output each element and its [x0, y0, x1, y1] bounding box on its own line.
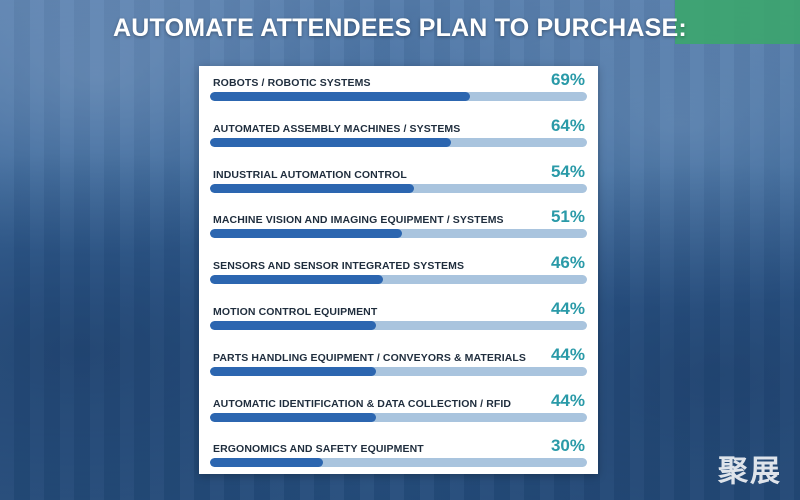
bar-label: MACHINE VISION AND IMAGING EQUIPMENT / S…	[213, 214, 504, 227]
bar-value-label: 54%	[550, 161, 585, 181]
bar-value-label: 44%	[550, 299, 585, 318]
bar-track	[210, 458, 587, 468]
bar	[210, 137, 452, 147]
bar-row: SENSORS AND SENSOR INTEGRATED SYSTEMS 46%	[210, 253, 587, 293]
bar-row: MACHINE VISION AND IMAGING EQUIPMENT / S…	[210, 207, 587, 247]
bar	[210, 458, 324, 468]
bar-track	[210, 412, 587, 422]
bar-row: PARTS HANDLING EQUIPMENT / CONVEYORS & M…	[210, 345, 587, 385]
bar-label: AUTOMATIC IDENTIFICATION & DATA COLLECTI…	[213, 397, 512, 410]
bar-label: ROBOTS / ROBOTIC SYSTEMS	[213, 77, 371, 89]
bar	[210, 321, 376, 330]
bar-row: AUTOMATED ASSEMBLY MACHINES / SYSTEMS 64%	[210, 116, 587, 156]
bar-track	[210, 137, 587, 147]
bar-label: MOTION CONTROL EQUIPMENT	[213, 306, 378, 318]
bar-value-label: 46%	[550, 253, 585, 273]
bar-track	[210, 275, 587, 285]
bar-label: AUTOMATED ASSEMBLY MACHINES / SYSTEMS	[213, 122, 461, 135]
bar-label: PARTS HANDLING EQUIPMENT / CONVEYORS & M…	[213, 351, 527, 364]
bar-value-label: 44%	[550, 390, 585, 410]
bar	[210, 92, 471, 101]
bar-label: SENSORS AND SENSOR INTEGRATED SYSTEMS	[213, 260, 465, 273]
bar-value-label: 44%	[550, 344, 585, 364]
bar-track	[210, 183, 587, 193]
bar-row: INDUSTRIAL AUTOMATION CONTROL 54%	[210, 162, 587, 202]
bar-track	[210, 366, 587, 376]
watermark-logo: 聚展	[718, 454, 782, 489]
bar-track	[210, 92, 587, 101]
bar	[210, 366, 376, 376]
bar-track	[210, 229, 587, 239]
bar-label: ERGONOMICS AND SAFETY EQUIPMENT	[213, 443, 424, 456]
bar-value-label: 64%	[550, 115, 585, 135]
bar-row: ERGONOMICS AND SAFETY EQUIPMENT 30%	[210, 436, 587, 476]
bar	[210, 229, 403, 239]
bar-value-label: 30%	[550, 436, 585, 456]
bar-value-label: 51%	[550, 207, 585, 227]
bar-track	[210, 321, 587, 330]
background-sign	[675, 0, 800, 44]
bar-row: AUTOMATIC IDENTIFICATION & DATA COLLECTI…	[210, 391, 587, 431]
bar	[210, 275, 384, 285]
bar-label: INDUSTRIAL AUTOMATION CONTROL	[213, 168, 407, 181]
bar-row: ROBOTS / ROBOTIC SYSTEMS 69%	[210, 70, 587, 110]
bar	[210, 412, 376, 422]
bar-value-label: 69%	[550, 70, 585, 89]
bar	[210, 183, 414, 193]
bar-row: MOTION CONTROL EQUIPMENT 44%	[210, 299, 587, 339]
chart-panel: ROBOTS / ROBOTIC SYSTEMS 69% AUTOMATED ASS…	[199, 66, 598, 474]
page-title: AUTOMATE ATTENDEES PLAN TO PURCHASE:	[113, 14, 687, 42]
